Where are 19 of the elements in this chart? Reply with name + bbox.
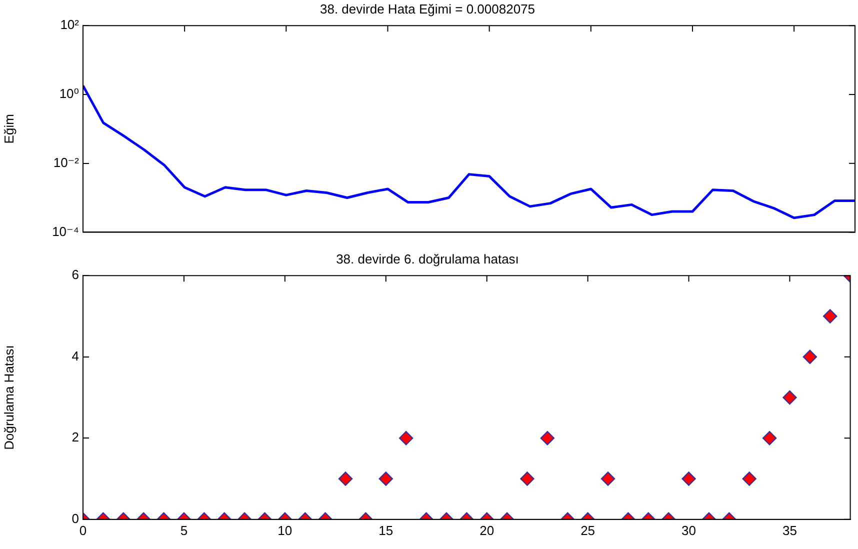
y-tick-label: 10² [60,17,80,32]
chart-title: 38. devirde Hata Eğimi = 0.00082075 [320,1,536,16]
y-tick-label: 4 [72,348,79,364]
y-tick-label: 10⁻⁴ [52,224,79,239]
x-tick-label: 10 [278,522,292,538]
y-tick-label: 6 [72,267,79,282]
x-tick-label: 15 [378,522,394,538]
y-tick-label: 2 [72,430,79,445]
y-tick-label: 0 [72,510,79,526]
x-tick-label: 5 [180,522,188,538]
y-axis-title: Doğrulama Hatası [1,345,16,450]
y-tick-label: 10⁰ [59,86,79,102]
x-tick-label: 35 [782,522,797,538]
x-tick-label: 20 [480,522,494,538]
x-tick-label: 25 [580,522,596,538]
y-axis-title: Eğim [1,114,16,144]
chart-title: 38. devirde 6. doğrulama hatası [336,251,519,266]
x-tick-label: 30 [682,522,696,538]
y-tick-label: 10⁻² [53,154,80,170]
